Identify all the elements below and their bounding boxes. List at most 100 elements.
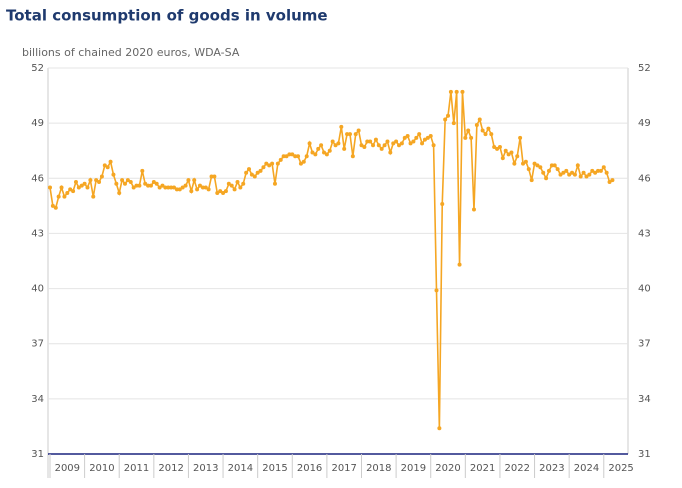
y-tick-label: 43 — [31, 228, 44, 239]
data-point — [373, 137, 378, 142]
data-point — [469, 135, 474, 140]
data-point — [532, 161, 537, 166]
data-point — [226, 181, 231, 186]
x-tick-label: 2019 — [401, 463, 426, 474]
x-tick-label: 2020 — [435, 463, 460, 474]
data-point — [345, 132, 350, 137]
data-point — [489, 132, 494, 137]
data-point — [296, 154, 301, 159]
data-point — [451, 121, 456, 126]
data-point — [382, 143, 387, 148]
data-point — [336, 141, 341, 146]
data-point — [189, 189, 194, 194]
data-point — [68, 187, 73, 192]
data-point — [523, 159, 528, 164]
data-point — [509, 150, 514, 155]
data-point — [463, 135, 468, 140]
data-point — [480, 128, 485, 133]
data-point — [241, 181, 246, 186]
data-point — [394, 139, 399, 144]
data-point — [457, 262, 462, 267]
data-point — [91, 194, 96, 199]
data-point — [572, 172, 577, 177]
data-point — [50, 203, 55, 208]
y-tick-label: 40 — [31, 284, 44, 295]
data-point — [247, 167, 252, 172]
data-point — [497, 145, 502, 150]
data-point — [529, 178, 534, 183]
data-point — [82, 181, 87, 186]
data-point — [319, 143, 324, 148]
data-point — [483, 132, 488, 137]
data-point — [471, 207, 476, 212]
data-point — [356, 128, 361, 133]
data-point — [402, 135, 407, 140]
data-line — [49, 91, 613, 429]
data-point — [587, 172, 592, 177]
data-point — [209, 174, 214, 179]
data-point — [313, 152, 318, 157]
data-point — [221, 190, 226, 195]
data-point — [258, 168, 263, 173]
x-tick-label: 2014 — [228, 463, 253, 474]
data-point — [385, 139, 390, 144]
data-point — [301, 159, 306, 164]
data-point — [365, 139, 370, 144]
data-point — [117, 190, 122, 195]
data-point — [197, 183, 202, 188]
data-point — [215, 190, 220, 195]
data-point — [255, 170, 260, 175]
x-tick-label: 2017 — [331, 463, 356, 474]
data-point — [350, 154, 355, 159]
y-tick-label: 31 — [31, 449, 44, 460]
data-point — [238, 185, 243, 190]
data-point — [330, 139, 335, 144]
data-point — [570, 170, 575, 175]
data-point — [535, 163, 540, 168]
data-point — [544, 176, 549, 181]
data-point — [85, 185, 90, 190]
data-point — [192, 178, 197, 183]
data-point — [454, 89, 459, 94]
x-tick-label: 2011 — [124, 463, 149, 474]
x-tick-label: 2023 — [539, 463, 564, 474]
data-point — [157, 185, 162, 190]
data-point — [59, 185, 64, 190]
data-point — [598, 168, 603, 173]
data-point — [379, 146, 384, 151]
data-point — [495, 146, 500, 151]
data-point — [546, 168, 551, 173]
data-point — [538, 165, 543, 170]
data-point — [244, 170, 249, 175]
data-point — [368, 139, 373, 144]
data-point — [73, 179, 78, 184]
data-point — [437, 426, 442, 431]
data-point — [99, 174, 104, 179]
data-point — [114, 181, 119, 186]
data-point — [500, 156, 505, 161]
data-point — [593, 170, 598, 175]
data-point — [526, 167, 531, 172]
data-point — [284, 154, 289, 159]
data-point — [71, 189, 76, 194]
data-point — [567, 172, 572, 177]
data-point — [431, 143, 436, 148]
data-point — [174, 187, 179, 192]
data-point — [443, 117, 448, 122]
data-point — [322, 150, 327, 155]
data-point — [125, 178, 130, 183]
data-point — [160, 183, 165, 188]
data-point — [111, 172, 116, 177]
data-point — [316, 146, 321, 151]
y2-tick-label: 31 — [638, 449, 651, 460]
data-point — [420, 141, 425, 146]
data-point — [564, 168, 569, 173]
data-point — [414, 135, 419, 140]
data-point — [376, 143, 381, 148]
x-tick-label: 2025 — [608, 463, 633, 474]
data-point — [584, 174, 589, 179]
data-point — [310, 150, 315, 155]
data-point — [521, 161, 526, 166]
data-point — [172, 185, 177, 190]
x-tick-label: 2024 — [574, 463, 599, 474]
